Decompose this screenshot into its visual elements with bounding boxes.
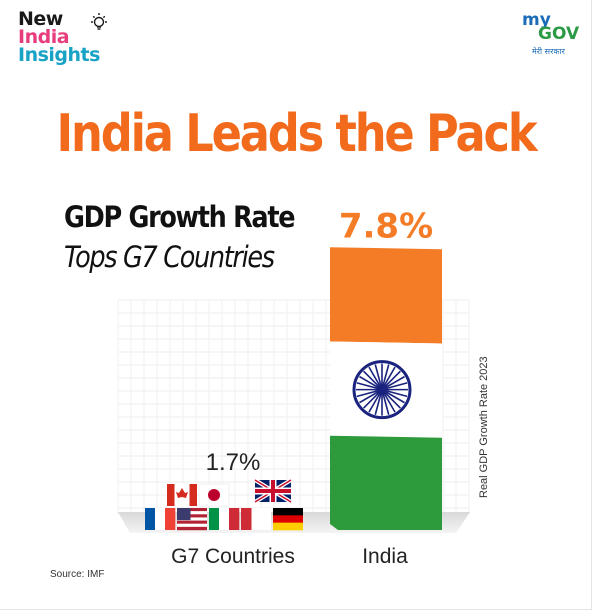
subtitle-g7: Tops G7 Countries — [64, 240, 275, 274]
y-axis-side-label: Real GDP Growth Rate 2023 — [478, 356, 490, 498]
chakra-spoke — [356, 382, 383, 391]
chakra-spoke — [368, 389, 383, 413]
bar-india — [330, 247, 442, 530]
chakra-spoke — [381, 389, 396, 413]
new-india-insights-logo: New India Insights — [18, 10, 138, 74]
chakra-rim — [352, 360, 412, 420]
mygov-logo: my GOV मेरी सरकार — [510, 10, 580, 58]
logo-line-india: India — [18, 26, 70, 48]
india-bar-green — [330, 435, 442, 530]
chakra-spoke — [381, 366, 396, 391]
flag-stripe — [165, 508, 176, 530]
flag-band — [189, 484, 197, 506]
logo-line-insights: Insights — [18, 44, 100, 66]
flag-canton — [177, 508, 191, 521]
value-label-india: 7.8% — [339, 206, 433, 246]
flag-gap-stripe — [241, 508, 252, 530]
flag-stripe — [219, 508, 230, 530]
chakra-spoke — [374, 364, 383, 390]
flag-stripe — [177, 526, 207, 531]
flag-japan — [198, 483, 230, 507]
g7-flags — [145, 478, 303, 531]
chakra-spoke — [359, 388, 383, 404]
chakra-spoke — [368, 366, 383, 391]
subtitle-gdp: GDP Growth Rate — [64, 200, 296, 234]
chakra-spoke — [356, 388, 383, 398]
chart-bars — [330, 247, 442, 530]
source-note: Source: IMF — [50, 569, 105, 580]
lightbulb-icon — [91, 13, 107, 30]
flag-stripe — [177, 517, 207, 521]
flag-stripe — [273, 515, 303, 523]
flag-italy — [209, 508, 240, 530]
chakra-spoke — [381, 382, 408, 391]
mygov-logo-my: my — [522, 10, 551, 30]
category-label-g7: G7 Countries — [171, 545, 295, 568]
value-label-g7: 1.7% — [206, 449, 261, 476]
flag-band — [167, 484, 175, 506]
mygov-logo-tagline: मेरी सरकार — [532, 47, 565, 56]
flag-stripe — [177, 508, 207, 512]
flag-stripe — [177, 523, 207, 528]
chakra-spoke — [381, 370, 401, 391]
chakra-spoke — [381, 389, 390, 415]
flag-united-states — [177, 508, 207, 531]
flag-germany — [273, 508, 303, 531]
flag-france — [145, 508, 176, 530]
chakra-spoke — [381, 388, 405, 404]
chakra-spoke — [381, 375, 405, 391]
flag-stripe — [177, 511, 207, 515]
flag-canada — [167, 484, 197, 506]
flag-stripe — [273, 508, 303, 516]
flag-stripe — [177, 514, 207, 518]
chakra-spoke — [374, 389, 383, 415]
india-bar-saffron — [330, 247, 442, 344]
flag-stripe — [209, 508, 220, 530]
flag-stripe — [273, 522, 303, 531]
chakra-spoke — [381, 388, 408, 398]
chart-labels: 1.7% 7.8% G7 Countries India — [171, 206, 433, 568]
category-label-india: India — [362, 545, 408, 568]
chakra-spoke — [363, 389, 383, 409]
flag-stripe — [145, 508, 156, 530]
flag-united-kingdom — [253, 478, 293, 504]
chakra-spoke — [359, 375, 383, 391]
flag-sun — [208, 489, 220, 501]
logo-line-new: New — [18, 8, 63, 30]
maple-leaf-icon — [176, 488, 188, 498]
mygov-logo-gov: GOV — [538, 24, 580, 44]
flag-cross-red — [255, 489, 291, 493]
flag-stripe — [229, 508, 240, 530]
flag-stripe — [155, 508, 166, 530]
chakra-spoke — [363, 370, 383, 391]
chakra-spoke — [381, 364, 390, 390]
page-title: India Leads the Pack — [56, 104, 538, 164]
flag-stripe — [177, 520, 207, 524]
ashoka-chakra-icon — [352, 360, 412, 420]
chakra-spoke — [381, 389, 401, 409]
